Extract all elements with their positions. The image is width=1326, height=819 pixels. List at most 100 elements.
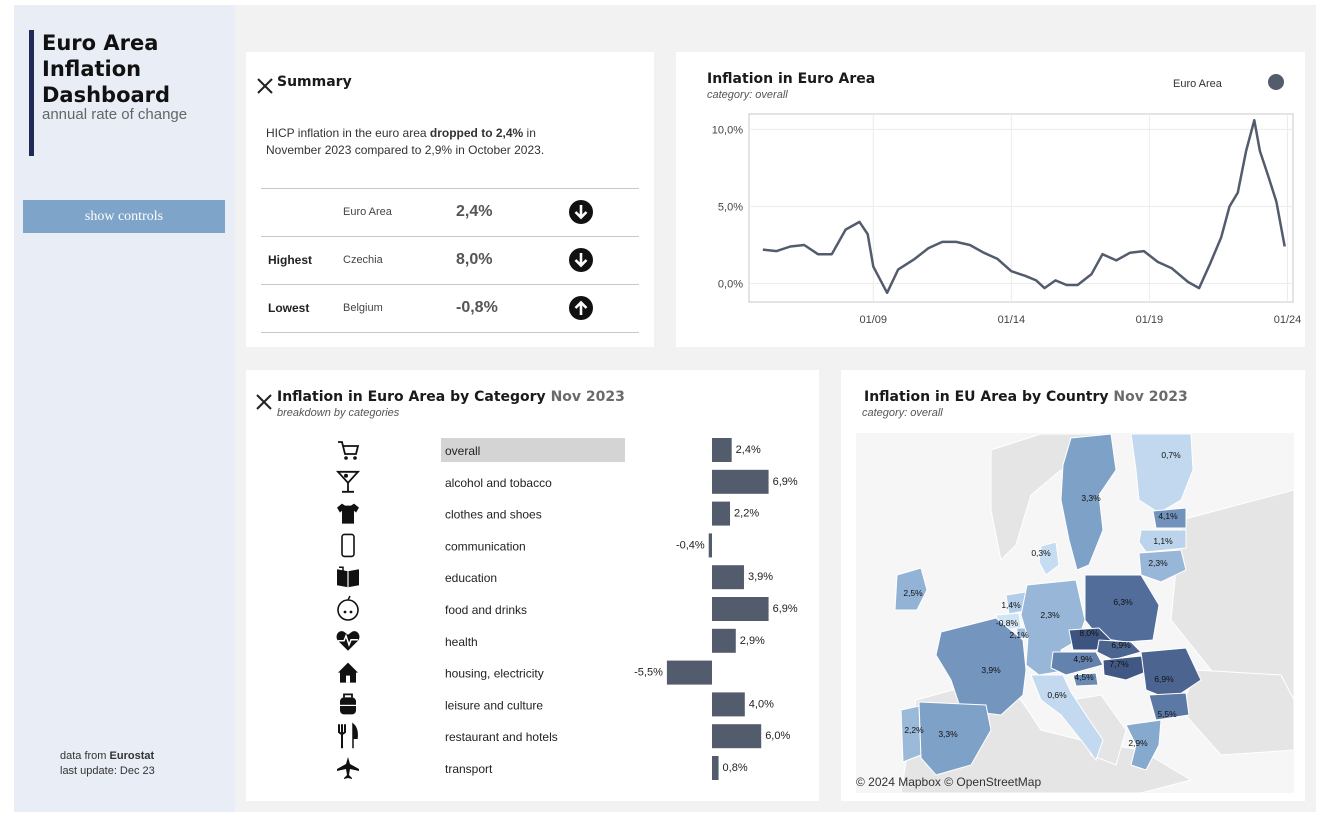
country-italy[interactable] bbox=[1030, 674, 1104, 762]
category-label[interactable]: transport bbox=[445, 762, 493, 776]
category-label[interactable]: leisure and culture bbox=[445, 698, 543, 712]
summary-row-value: 8,0% bbox=[456, 251, 493, 268]
category-bar[interactable] bbox=[712, 724, 762, 749]
country-estonia[interactable] bbox=[1152, 507, 1187, 529]
legend-dot[interactable] bbox=[1268, 74, 1284, 90]
selected-category-highlight[interactable] bbox=[441, 438, 625, 462]
country-value-label: 8,0% bbox=[1079, 628, 1099, 638]
category-bar[interactable] bbox=[712, 469, 769, 494]
category-label[interactable]: alcohol and tobacco bbox=[445, 476, 552, 490]
data-source: data from Eurostat last update: Dec 23 bbox=[60, 749, 155, 779]
category-bar[interactable] bbox=[712, 565, 744, 590]
category-label[interactable]: communication bbox=[445, 539, 526, 553]
category-bar[interactable] bbox=[708, 533, 712, 558]
country-france[interactable] bbox=[935, 617, 1027, 716]
category-title-text: Inflation in Euro Area by Category bbox=[277, 389, 546, 405]
line-chart-subtitle: category: overall bbox=[707, 89, 788, 101]
category-value-label: -0,4% bbox=[676, 539, 705, 551]
country-value-label: 7,7% bbox=[1109, 659, 1129, 669]
country-value-label: 5,5% bbox=[1157, 709, 1177, 719]
category-bar-chart[interactable]: overall 2,4% alcohol and tobacco 6,9% clothe… bbox=[246, 370, 819, 801]
country-greece[interactable] bbox=[1125, 719, 1162, 771]
country-value-label: 1,1% bbox=[1153, 536, 1173, 546]
category-bar[interactable] bbox=[712, 692, 745, 717]
country-romania[interactable] bbox=[1140, 647, 1202, 701]
category-bar[interactable] bbox=[712, 438, 732, 462]
country-sweden[interactable] bbox=[1060, 433, 1117, 571]
country-lithuania[interactable] bbox=[1138, 549, 1187, 583]
category-label[interactable]: education bbox=[445, 571, 497, 585]
summary-panel: Summary HICP inflation in the euro area … bbox=[246, 52, 654, 347]
cocktail-icon bbox=[335, 470, 361, 493]
category-subtitle: breakdown by categories bbox=[277, 407, 400, 419]
close-icon[interactable] bbox=[256, 77, 274, 95]
country-austria[interactable] bbox=[1050, 651, 1104, 676]
country-bulgaria[interactable] bbox=[1148, 692, 1190, 721]
summary-text-bold: dropped to 2,4% bbox=[429, 126, 524, 140]
y-tick-label: 0,0% bbox=[718, 279, 743, 291]
country-finland[interactable] bbox=[1130, 433, 1194, 514]
category-bar[interactable] bbox=[666, 660, 712, 685]
map-title-text: Inflation in EU Area by Country bbox=[864, 389, 1109, 405]
series-line-euro-area[interactable] bbox=[762, 118, 1286, 295]
category-bar[interactable] bbox=[712, 501, 731, 526]
country-value-label: 6,9% bbox=[1154, 674, 1174, 684]
country-value-label: 0,3% bbox=[1031, 548, 1051, 558]
summary-row-label: Lowest bbox=[268, 301, 310, 315]
map-title: Inflation in EU Area by Country Nov 2023 bbox=[864, 389, 1188, 405]
country-value-label: 1,4% bbox=[1001, 600, 1021, 610]
country-latvia[interactable] bbox=[1138, 529, 1187, 553]
cart-icon bbox=[338, 441, 360, 460]
country-slovenia[interactable] bbox=[1072, 672, 1099, 687]
category-value-label: 2,2% bbox=[734, 508, 759, 520]
country-poland[interactable] bbox=[1084, 574, 1160, 643]
dashboard-title-line-1: Euro Area bbox=[42, 31, 159, 55]
summary-row-country: Euro Area bbox=[343, 206, 392, 218]
heart-pulse-icon bbox=[336, 631, 360, 651]
category-label[interactable]: restaurant and hotels bbox=[445, 730, 558, 744]
category-bar[interactable] bbox=[712, 756, 719, 780]
category-label[interactable]: housing, electricity bbox=[445, 667, 544, 681]
map-credit[interactable]: © 2024 Mapbox © OpenStreetMap bbox=[856, 775, 1042, 789]
category-value-label: 2,9% bbox=[740, 635, 765, 647]
backpack-icon bbox=[340, 693, 356, 715]
country-hungary[interactable] bbox=[1102, 655, 1152, 681]
country-ireland[interactable] bbox=[894, 567, 928, 611]
category-value-label: 0,8% bbox=[723, 762, 748, 774]
line-chart[interactable]: 0,0% 5,0% 10,0% 01/09 01/14 01/19 01/24 bbox=[676, 52, 1305, 347]
category-label[interactable]: food and drinks bbox=[445, 603, 527, 617]
book-icon bbox=[337, 566, 359, 588]
country-value-label: 4,5% bbox=[1074, 672, 1094, 682]
y-tick-label: 10,0% bbox=[712, 124, 743, 136]
close-icon[interactable] bbox=[255, 393, 273, 411]
category-value-label: 6,9% bbox=[773, 603, 798, 615]
country-value-label: 3,3% bbox=[1081, 493, 1101, 503]
country-value-label: 2,9% bbox=[1128, 738, 1148, 748]
category-value-label: 6,9% bbox=[773, 476, 798, 488]
summary-row-country: Czechia bbox=[343, 254, 383, 266]
airplane-icon bbox=[337, 757, 359, 779]
category-label[interactable]: clothes and shoes bbox=[445, 508, 542, 522]
show-controls-button[interactable]: show controls bbox=[23, 200, 225, 233]
summary-row-value: 2,4% bbox=[456, 203, 493, 220]
map-title-period: Nov 2023 bbox=[1113, 389, 1188, 405]
line-chart-title: Inflation in Euro Area bbox=[707, 71, 876, 87]
country-value-label: 0,7% bbox=[1161, 450, 1181, 460]
summary-row-lowest: Lowest Belgium -0,8% bbox=[261, 284, 639, 333]
country-slovakia[interactable] bbox=[1096, 639, 1142, 661]
category-bar[interactable] bbox=[712, 597, 769, 621]
dashboard: Euro Area Inflation Dashboard annual rat… bbox=[14, 5, 1316, 812]
phone-icon bbox=[341, 533, 355, 558]
source-name[interactable]: Eurostat bbox=[109, 750, 155, 762]
summary-text-2: in November 2023 compared to 2,9% in Oct… bbox=[266, 126, 545, 157]
category-label[interactable]: health bbox=[445, 635, 478, 649]
europe-map[interactable]: 0,7% 3,3% 4,1% 1,1% 2,3% 0,3% 2,5% 1,4% -0,8% 2,1… bbox=[841, 370, 1305, 801]
category-label[interactable]: overall bbox=[445, 444, 480, 458]
arrow-down-circle-icon bbox=[569, 200, 593, 224]
country-value-label: 0,6% bbox=[1047, 690, 1067, 700]
country-denmark[interactable] bbox=[1038, 541, 1060, 576]
summary-row-country: Belgium bbox=[343, 302, 383, 314]
line-chart-panel: Inflation in Euro Area category: overall… bbox=[676, 52, 1305, 347]
category-bar[interactable] bbox=[712, 628, 736, 653]
country-spain[interactable] bbox=[918, 701, 992, 776]
